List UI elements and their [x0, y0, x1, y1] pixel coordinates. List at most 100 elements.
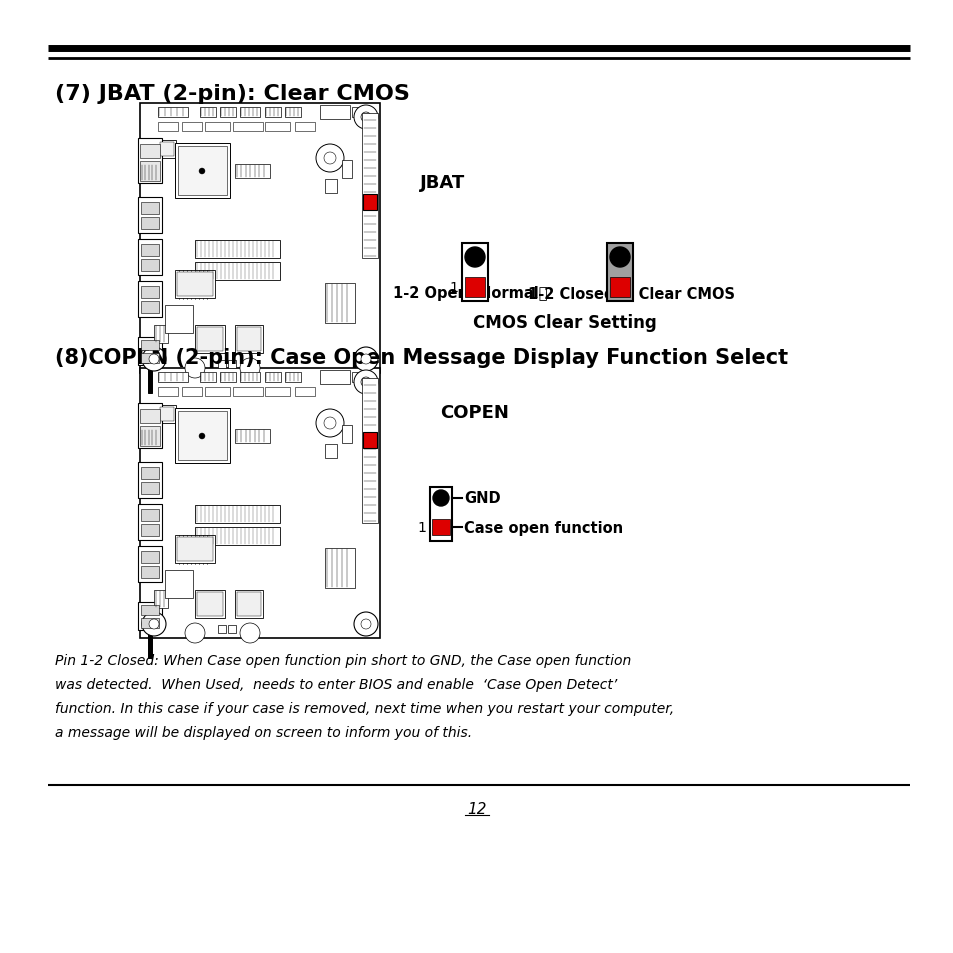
Bar	[182, 411, 192, 420]
Circle shape	[324, 417, 335, 430]
Bar	[352, 373, 366, 382]
Bar	[430, 488, 452, 541]
Circle shape	[354, 371, 377, 395]
Bar	[361, 378, 377, 523]
Circle shape	[240, 623, 260, 643]
Bar	[138, 198, 162, 233]
Circle shape	[324, 152, 335, 165]
Bar	[138, 139, 162, 184]
Circle shape	[360, 355, 371, 365]
Bar	[265, 123, 290, 132]
Bar	[363, 433, 376, 449]
Bar	[461, 244, 488, 302]
Bar	[363, 194, 376, 211]
Text: CMOS Clear Setting: CMOS Clear Setting	[473, 314, 657, 332]
Circle shape	[354, 613, 377, 637]
Bar	[325, 444, 336, 458]
Text: Case open function: Case open function	[463, 520, 622, 535]
Bar	[220, 108, 235, 118]
Bar	[228, 625, 235, 634]
Circle shape	[149, 619, 159, 629]
Circle shape	[354, 348, 377, 372]
Bar	[174, 271, 214, 298]
Bar	[138, 403, 162, 449]
Bar	[319, 371, 350, 385]
Bar	[194, 263, 280, 281]
Bar	[158, 141, 175, 159]
Bar	[194, 326, 225, 354]
Bar	[165, 306, 193, 334]
Bar	[220, 373, 235, 382]
Bar	[325, 548, 355, 588]
Circle shape	[609, 248, 629, 268]
Bar	[141, 340, 159, 351]
Circle shape	[433, 491, 449, 506]
Bar	[205, 123, 230, 132]
Bar	[196, 593, 223, 617]
Bar	[194, 590, 225, 618]
Bar	[158, 108, 188, 118]
Circle shape	[240, 358, 260, 378]
Bar	[236, 593, 261, 617]
Bar	[141, 482, 159, 495]
Circle shape	[185, 623, 205, 643]
Bar	[148, 635, 152, 659]
Bar	[240, 373, 260, 382]
Bar	[140, 162, 160, 182]
Bar	[174, 536, 214, 563]
Bar	[265, 388, 290, 396]
Circle shape	[360, 619, 371, 629]
Bar	[141, 260, 159, 272]
Bar	[141, 218, 159, 230]
Text: 1: 1	[416, 520, 426, 535]
Bar	[165, 571, 193, 598]
Bar	[158, 373, 188, 382]
Bar	[141, 552, 159, 563]
Bar	[138, 546, 162, 582]
Bar	[140, 104, 379, 374]
Circle shape	[360, 377, 371, 388]
Text: a message will be displayed on screen to inform you of this.: a message will be displayed on screen to…	[55, 725, 472, 740]
Bar	[234, 590, 263, 618]
Bar	[352, 108, 366, 118]
Bar	[138, 282, 162, 317]
Bar	[218, 625, 226, 634]
Bar	[265, 108, 281, 118]
Bar	[174, 409, 230, 463]
Bar	[234, 430, 270, 443]
Bar	[160, 143, 173, 157]
Circle shape	[464, 248, 484, 268]
Bar	[319, 106, 350, 120]
Bar	[609, 277, 629, 297]
Bar	[138, 602, 162, 630]
Bar	[178, 147, 227, 195]
Bar	[218, 360, 226, 369]
Circle shape	[315, 145, 344, 172]
Bar	[141, 618, 159, 628]
Bar	[228, 360, 235, 369]
Text: was detected.  When Used,  needs to enter BIOS and enable  ‘Case Open Detect’: was detected. When Used, needs to enter …	[55, 678, 617, 691]
Circle shape	[354, 106, 377, 130]
Bar	[141, 287, 159, 298]
Bar	[138, 337, 162, 366]
Bar	[153, 590, 168, 608]
Bar	[200, 108, 215, 118]
Bar	[178, 412, 227, 460]
Bar	[294, 388, 314, 396]
Bar	[341, 161, 352, 179]
Bar	[196, 328, 223, 352]
Bar	[233, 388, 263, 396]
Bar	[205, 388, 230, 396]
Text: JBAT: JBAT	[419, 173, 465, 192]
Circle shape	[199, 169, 205, 174]
Bar	[194, 505, 280, 523]
Bar	[285, 373, 301, 382]
Bar	[141, 524, 159, 537]
Bar	[158, 406, 175, 423]
Bar	[177, 273, 213, 296]
Bar	[153, 326, 168, 344]
Bar	[182, 388, 202, 396]
Bar	[140, 145, 160, 159]
Circle shape	[149, 355, 159, 365]
Bar	[361, 113, 377, 258]
